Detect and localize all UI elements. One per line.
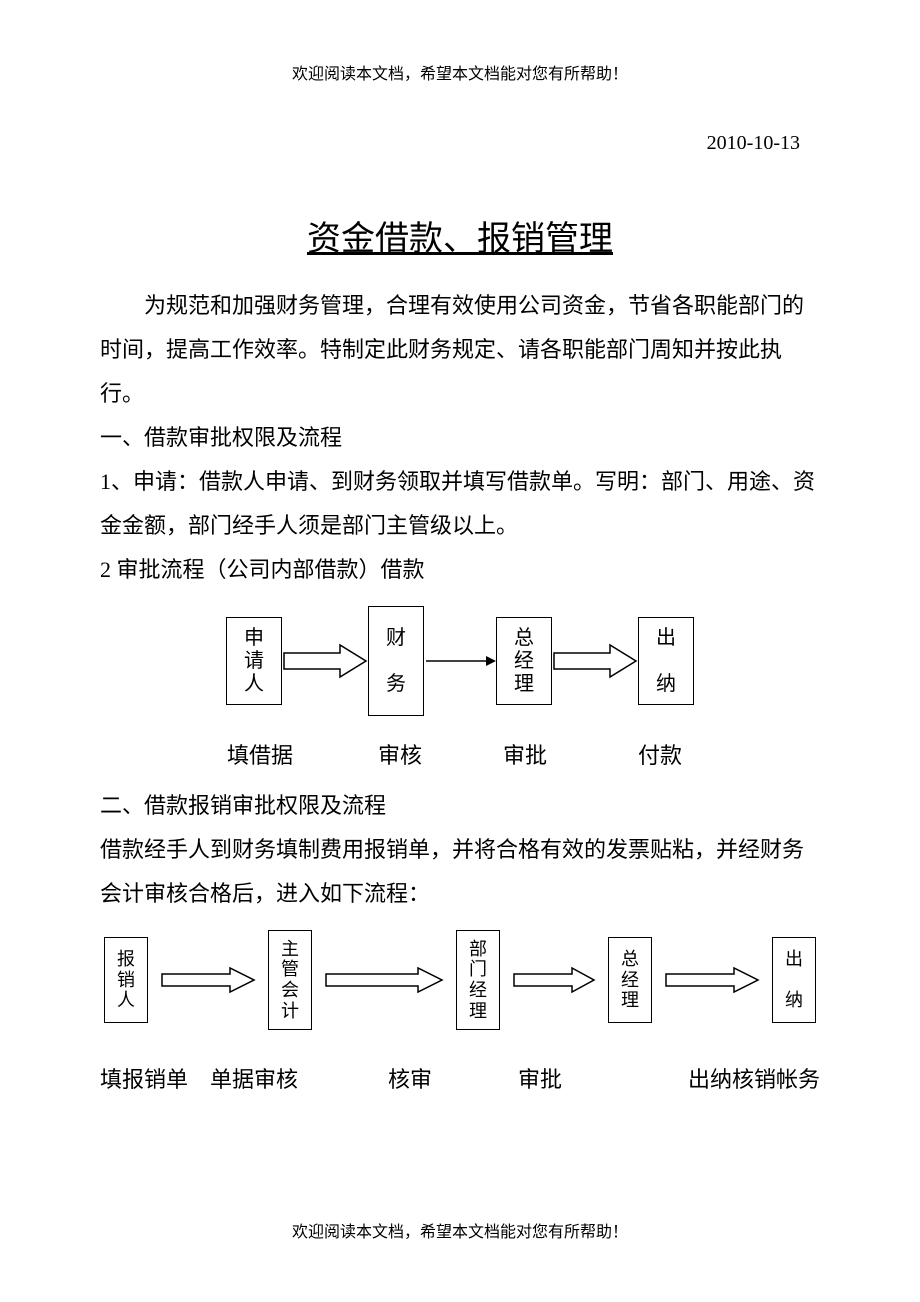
intro-paragraph: 为规范和加强财务管理，合理有效使用公司资金，节省各职能部门的时间，提高工作效率。… [100, 284, 820, 416]
document-page: 欢迎阅读本文档，希望本文档能对您有所帮助！ 2010-10-13 资金借款、报销… [0, 0, 920, 1142]
caption: 单据审核 [210, 1058, 340, 1102]
node-dept-manager: 部 门 经 理 [456, 930, 500, 1030]
node-label: 出 纳 [785, 949, 803, 1011]
block-arrow-icon [664, 965, 760, 995]
caption: 审批 [480, 1058, 600, 1102]
node-cashier-2: 出 纳 [772, 937, 816, 1023]
node-cashier: 出 纳 [638, 617, 694, 705]
node-label: 总 经 理 [514, 627, 534, 696]
flowchart-1: 申 请 人 财 务 总 经 理 出 [100, 606, 820, 778]
node-label: 申 请 人 [244, 627, 264, 696]
caption: 填借据 [185, 734, 335, 778]
block-arrow-icon [160, 965, 256, 995]
node-reimburser: 报 销 人 [104, 937, 148, 1023]
block-arrow-icon [324, 965, 444, 995]
document-title: 资金借款、报销管理 [100, 211, 820, 260]
caption: 付款 [585, 734, 735, 778]
section1-heading: 一、借款审批权限及流程 [100, 416, 820, 460]
block-arrow-icon [552, 641, 638, 681]
node-general-manager-2: 总 经 理 [608, 937, 652, 1023]
node-label: 总 经 理 [621, 949, 639, 1011]
node-label: 部 门 经 理 [469, 939, 487, 1022]
section1-item2: 2 审批流程（公司内部借款）借款 [100, 548, 820, 592]
block-arrow-icon [512, 965, 596, 995]
body-text: 为规范和加强财务管理，合理有效使用公司资金，节省各职能部门的时间，提高工作效率。… [100, 284, 820, 1102]
node-label: 主 管 会 计 [281, 939, 299, 1022]
flowchart-1-captions: 填借据 审核 审批 付款 [100, 734, 820, 778]
node-chief-accountant: 主 管 会 计 [268, 930, 312, 1030]
header-note: 欢迎阅读本文档，希望本文档能对您有所帮助！ [100, 60, 820, 84]
node-general-manager: 总 经 理 [496, 617, 552, 705]
caption: 出纳核销帐务 [600, 1058, 820, 1102]
flowchart-2: 报 销 人 主 管 会 计 部 门 经 理 总 经 理 [100, 930, 820, 1102]
flowchart-2-captions: 填报销单 单据审核 核审 审批 出纳核销帐务 [100, 1058, 820, 1102]
node-applicant: 申 请 人 [226, 617, 282, 705]
section2-paragraph: 借款经手人到财务填制费用报销单，并将合格有效的发票贴粘，并经财务会计审核合格后，… [100, 828, 820, 916]
flowchart-1-row: 申 请 人 财 务 总 经 理 出 [100, 606, 820, 716]
caption: 审核 [335, 734, 465, 778]
node-finance: 财 务 [368, 606, 424, 716]
section2-heading: 二、借款报销审批权限及流程 [100, 784, 820, 828]
caption: 核审 [340, 1058, 480, 1102]
section1-item1: 1、申请：借款人申请、到财务领取并填写借款单。写明：部门、用途、资金金额，部门经… [100, 460, 820, 548]
node-label: 报 销 人 [117, 949, 135, 1011]
node-label: 财 务 [386, 627, 406, 696]
block-arrow-icon [282, 641, 368, 681]
caption: 审批 [465, 734, 585, 778]
document-date: 2010-10-13 [100, 132, 800, 155]
arrow-icon [424, 651, 496, 671]
node-label: 出 纳 [656, 627, 676, 696]
flowchart-2-row: 报 销 人 主 管 会 计 部 门 经 理 总 经 理 [100, 930, 820, 1030]
footer-note: 欢迎阅读本文档，希望本文档能对您有所帮助！ [0, 1218, 920, 1242]
caption: 填报销单 [100, 1058, 210, 1102]
